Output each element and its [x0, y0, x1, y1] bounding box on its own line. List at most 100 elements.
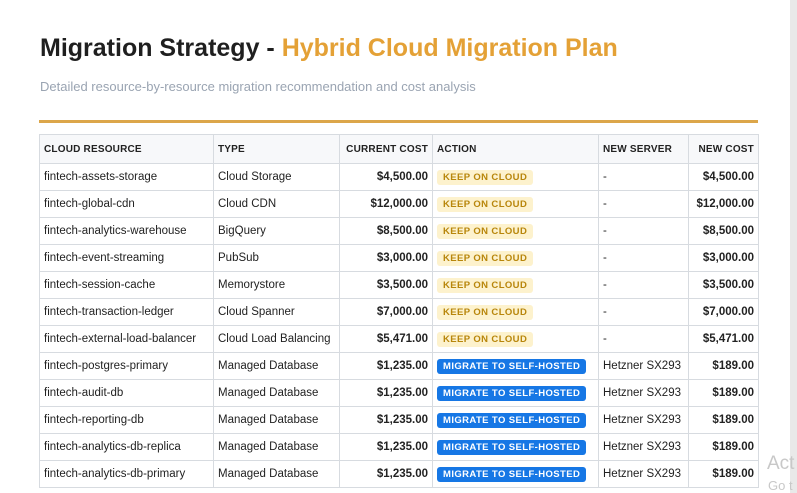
column-header-type: TYPE: [213, 134, 340, 164]
cell-current-cost: $4,500.00: [339, 163, 433, 191]
cell-current-cost: $1,235.00: [339, 406, 433, 434]
cell-type: Memorystore: [213, 271, 340, 299]
action-badge: MIGRATE TO SELF-HOSTED: [437, 439, 587, 455]
cell-type: Cloud Load Balancing: [213, 325, 340, 353]
cell-new-server: -: [598, 217, 689, 245]
cell-type: Managed Database: [213, 379, 340, 407]
cell-type: Cloud CDN: [213, 190, 340, 218]
cell-new-server: -: [598, 244, 689, 272]
cell-current-cost: $5,471.00: [339, 325, 433, 353]
activation-watermark: Act: [767, 453, 795, 474]
action-badge: KEEP ON CLOUD: [437, 196, 534, 212]
cell-cloud-resource: fintech-audit-db: [39, 379, 214, 407]
cell-new-cost: $8,500.00: [688, 217, 759, 245]
cell-action: KEEP ON CLOUD: [432, 163, 599, 191]
cell-type: Managed Database: [213, 406, 340, 434]
cell-action: MIGRATE TO SELF-HOSTED: [432, 460, 599, 488]
table-header-row: CLOUD RESOURCE TYPE CURRENT COST ACTION …: [39, 134, 759, 164]
cell-new-server: Hetzner SX293: [598, 460, 689, 488]
cell-new-server: -: [598, 271, 689, 299]
title-prefix: Migration Strategy -: [40, 34, 282, 62]
table-row: fintech-analytics-db-replica Managed Data…: [39, 433, 759, 461]
cell-current-cost: $3,500.00: [339, 271, 433, 299]
table-row: fintech-assets-storage Cloud Storage $4,50…: [39, 163, 759, 191]
cell-action: MIGRATE TO SELF-HOSTED: [432, 406, 599, 434]
cell-cloud-resource: fintech-analytics-warehouse: [39, 217, 214, 245]
cell-cloud-resource: fintech-postgres-primary: [39, 352, 214, 380]
column-header-new-cost: NEW COST: [688, 134, 759, 164]
cell-current-cost: $3,000.00: [339, 244, 433, 272]
cell-action: MIGRATE TO SELF-HOSTED: [432, 433, 599, 461]
action-badge: KEEP ON CLOUD: [437, 331, 534, 347]
page-subtitle: Detailed resource-by-resource migration …: [40, 79, 476, 94]
cell-current-cost: $7,000.00: [339, 298, 433, 326]
cell-type: Cloud Storage: [213, 163, 340, 191]
column-header-action: ACTION: [432, 134, 599, 164]
cell-cloud-resource: fintech-global-cdn: [39, 190, 214, 218]
cell-new-cost: $4,500.00: [688, 163, 759, 191]
column-header-new-server: NEW SERVER: [598, 134, 689, 164]
cell-new-server: -: [598, 190, 689, 218]
cell-current-cost: $1,235.00: [339, 460, 433, 488]
cell-action: KEEP ON CLOUD: [432, 325, 599, 353]
action-badge: MIGRATE TO SELF-HOSTED: [437, 358, 587, 374]
cell-action: KEEP ON CLOUD: [432, 217, 599, 245]
cell-new-cost: $189.00: [688, 460, 759, 488]
cell-type: Managed Database: [213, 352, 340, 380]
cell-new-server: -: [598, 325, 689, 353]
action-badge: MIGRATE TO SELF-HOSTED: [437, 385, 587, 401]
table-row: fintech-event-streaming PubSub $3,000.00 KE…: [39, 244, 759, 272]
cell-new-server: Hetzner SX293: [598, 352, 689, 380]
cell-type: PubSub: [213, 244, 340, 272]
table-body: fintech-assets-storage Cloud Storage $4,50…: [39, 163, 759, 488]
cell-new-cost: $189.00: [688, 379, 759, 407]
table-row: fintech-transaction-ledger Cloud Spanner $…: [39, 298, 759, 326]
action-badge: MIGRATE TO SELF-HOSTED: [437, 466, 587, 482]
table-row: fintech-external-load-balancer Cloud Load…: [39, 325, 759, 353]
cell-action: KEEP ON CLOUD: [432, 190, 599, 218]
table-row: fintech-analytics-warehouse BigQuery $8,50…: [39, 217, 759, 245]
action-badge: MIGRATE TO SELF-HOSTED: [437, 412, 587, 428]
cell-type: Cloud Spanner: [213, 298, 340, 326]
cell-new-cost: $7,000.00: [688, 298, 759, 326]
cell-new-cost: $3,000.00: [688, 244, 759, 272]
cell-current-cost: $1,235.00: [339, 379, 433, 407]
table-row: fintech-postgres-primary Managed Database…: [39, 352, 759, 380]
cell-current-cost: $1,235.00: [339, 352, 433, 380]
cell-cloud-resource: fintech-analytics-db-primary: [39, 460, 214, 488]
cell-new-cost: $5,471.00: [688, 325, 759, 353]
cell-new-cost: $3,500.00: [688, 271, 759, 299]
cell-cloud-resource: fintech-session-cache: [39, 271, 214, 299]
table-row: fintech-audit-db Managed Database $1,235.0…: [39, 379, 759, 407]
cell-cloud-resource: fintech-reporting-db: [39, 406, 214, 434]
migration-table: CLOUD RESOURCE TYPE CURRENT COST ACTION …: [39, 134, 759, 488]
page-title: Migration Strategy - Hybrid Cloud Migrat…: [40, 34, 618, 63]
cell-action: MIGRATE TO SELF-HOSTED: [432, 352, 599, 380]
cell-type: Managed Database: [213, 433, 340, 461]
cell-cloud-resource: fintech-external-load-balancer: [39, 325, 214, 353]
cell-action: MIGRATE TO SELF-HOSTED: [432, 379, 599, 407]
cell-type: Managed Database: [213, 460, 340, 488]
column-header-current-cost: CURRENT COST: [339, 134, 433, 164]
cell-action: KEEP ON CLOUD: [432, 244, 599, 272]
action-badge: KEEP ON CLOUD: [437, 304, 534, 320]
cell-new-server: Hetzner SX293: [598, 379, 689, 407]
cell-type: BigQuery: [213, 217, 340, 245]
cell-current-cost: $12,000.00: [339, 190, 433, 218]
column-header-cloud-resource: CLOUD RESOURCE: [39, 134, 214, 164]
table-row: fintech-session-cache Memorystore $3,500.0…: [39, 271, 759, 299]
cell-action: KEEP ON CLOUD: [432, 298, 599, 326]
action-badge: KEEP ON CLOUD: [437, 277, 534, 293]
action-badge: KEEP ON CLOUD: [437, 223, 534, 239]
action-badge: KEEP ON CLOUD: [437, 250, 534, 266]
table-row: fintech-global-cdn Cloud CDN $12,000.00 KEE…: [39, 190, 759, 218]
table-row: fintech-reporting-db Managed Database $1,2…: [39, 406, 759, 434]
title-highlight: Hybrid Cloud Migration Plan: [281, 34, 618, 62]
cell-cloud-resource: fintech-assets-storage: [39, 163, 214, 191]
cell-cloud-resource: fintech-transaction-ledger: [39, 298, 214, 326]
cell-cloud-resource: fintech-event-streaming: [39, 244, 214, 272]
cell-new-server: -: [598, 163, 689, 191]
cell-action: KEEP ON CLOUD: [432, 271, 599, 299]
cell-current-cost: $1,235.00: [339, 433, 433, 461]
